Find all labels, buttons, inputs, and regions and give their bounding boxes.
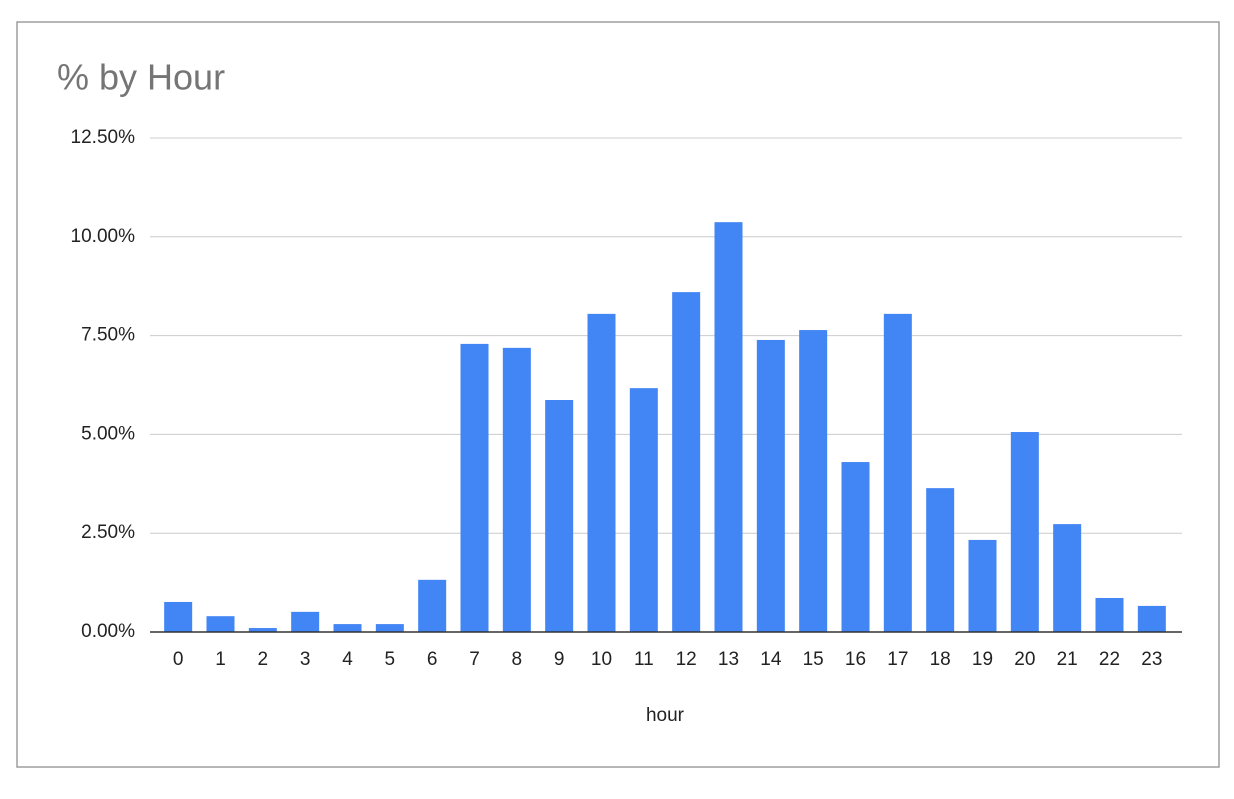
bar xyxy=(375,624,404,632)
x-tick-label: 22 xyxy=(1099,649,1120,670)
x-tick-label: 20 xyxy=(1014,649,1035,670)
x-axis-title: hour xyxy=(646,705,685,726)
x-tick-label: 2 xyxy=(258,649,269,670)
bar xyxy=(291,611,320,632)
x-tick-label: 18 xyxy=(930,649,951,670)
bar xyxy=(841,462,870,632)
y-tick-label: 2.50% xyxy=(81,522,135,543)
x-tick-label: 15 xyxy=(803,649,824,670)
bar xyxy=(968,539,997,632)
x-tick-label: 13 xyxy=(718,649,739,670)
bar xyxy=(799,330,828,632)
bar xyxy=(926,488,955,632)
chart-frame xyxy=(16,21,1220,768)
y-tick-label: 10.00% xyxy=(71,226,136,247)
x-tick-label: 5 xyxy=(385,649,396,670)
bar xyxy=(460,343,489,632)
bar xyxy=(714,222,743,632)
bar xyxy=(545,400,574,632)
x-tick-label: 11 xyxy=(634,649,654,670)
x-tick-label: 10 xyxy=(591,649,612,670)
x-tick-label: 8 xyxy=(512,649,523,670)
bar xyxy=(206,616,235,632)
bar xyxy=(756,339,785,632)
bar xyxy=(587,313,616,632)
bar xyxy=(629,388,658,632)
y-tick-label: 7.50% xyxy=(81,325,135,346)
x-tick-label: 16 xyxy=(845,649,866,670)
bar xyxy=(883,313,912,632)
x-tick-label: 3 xyxy=(300,649,311,670)
x-tick-label: 23 xyxy=(1141,649,1162,670)
x-tick-label: 1 xyxy=(215,649,226,670)
x-tick-label: 0 xyxy=(173,649,184,670)
x-tick-label: 19 xyxy=(972,649,993,670)
x-tick-label: 12 xyxy=(676,649,697,670)
bar xyxy=(1137,605,1166,632)
y-tick-label: 0.00% xyxy=(81,621,135,642)
bar xyxy=(248,628,277,632)
bar xyxy=(1010,432,1039,632)
x-tick-label: 9 xyxy=(554,649,565,670)
bar xyxy=(333,624,362,632)
bar xyxy=(418,579,447,632)
bar xyxy=(672,292,701,632)
x-tick-label: 21 xyxy=(1057,649,1078,670)
bar xyxy=(164,601,193,632)
chart-title: % by Hour xyxy=(57,57,225,98)
x-tick-label: 17 xyxy=(887,649,908,670)
bar xyxy=(1095,598,1124,632)
bar xyxy=(1053,524,1082,632)
x-tick-label: 14 xyxy=(760,649,782,670)
x-tick-label: 6 xyxy=(427,649,438,670)
y-tick-label: 5.00% xyxy=(81,423,135,444)
y-tick-label: 12.50% xyxy=(71,127,136,148)
x-tick-label: 4 xyxy=(342,649,353,670)
bar xyxy=(502,347,531,632)
x-tick-label: 7 xyxy=(469,649,480,670)
